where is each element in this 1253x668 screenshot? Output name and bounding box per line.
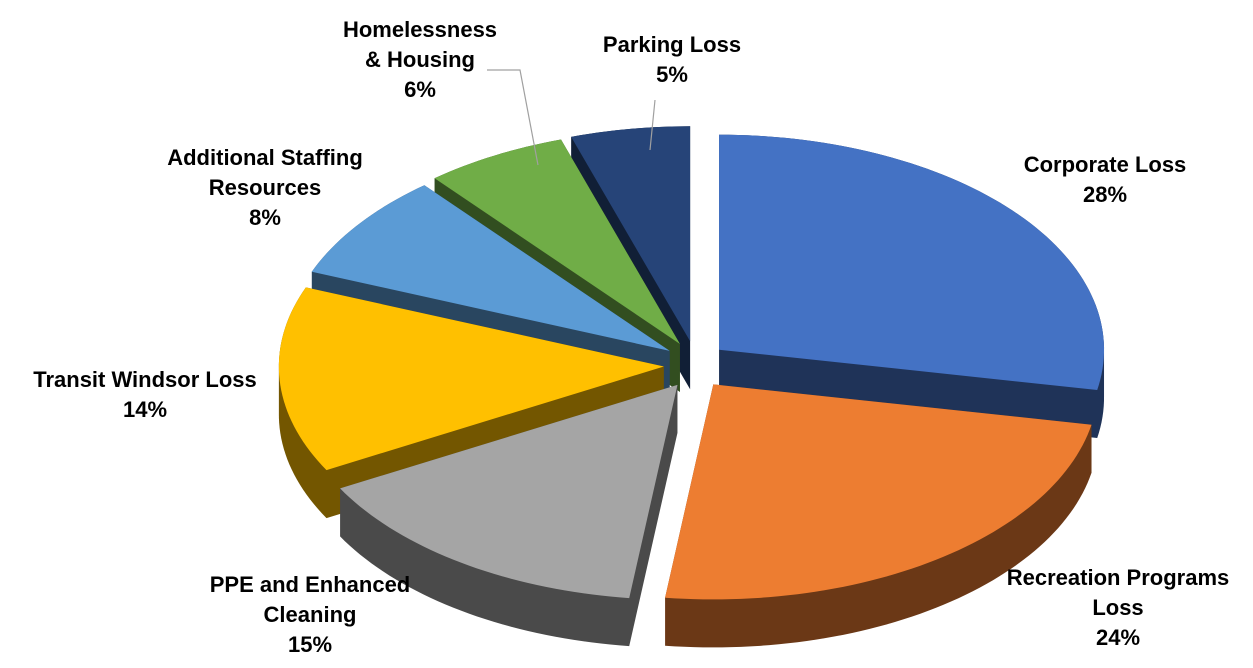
category-label: Parking Loss: [602, 32, 742, 57]
value-label: 6%: [404, 77, 436, 102]
value-label: 5%: [656, 62, 688, 87]
category-label: Transit Windsor Loss: [33, 367, 257, 392]
category-label: Homelessness & Housing: [342, 17, 498, 72]
category-label: Additional Staffing Resources: [167, 145, 363, 200]
category-label: Corporate Loss: [1023, 152, 1187, 177]
slice-label: Homelessness & Housing 6%: [333, 15, 508, 105]
category-label: Recreation Programs Loss: [1006, 565, 1230, 620]
value-label: 28%: [1082, 182, 1128, 207]
slice-label: Corporate Loss 28%: [985, 150, 1225, 210]
slice-label: Additional Staffing Resources 8%: [145, 143, 385, 233]
slice: [571, 126, 691, 342]
slice: [278, 287, 664, 471]
leader-line: [487, 69, 539, 166]
leader-line: [649, 99, 656, 151]
slice-label: Parking Loss 5%: [562, 30, 782, 90]
value-label: 15%: [287, 632, 333, 657]
value-label: 8%: [249, 205, 281, 230]
slice: [311, 185, 670, 351]
category-label: PPE and Enhanced Cleaning: [209, 572, 411, 627]
slice: [719, 134, 1105, 390]
slice: [665, 384, 1092, 600]
slice-label: Recreation Programs Loss 24%: [988, 563, 1248, 653]
slice: [340, 384, 678, 599]
slice: [434, 139, 680, 344]
value-label: 14%: [122, 397, 168, 422]
slice-label: Transit Windsor Loss 14%: [0, 365, 295, 425]
slice-label: PPE and Enhanced Cleaning 15%: [190, 570, 430, 660]
value-label: 24%: [1095, 625, 1141, 650]
